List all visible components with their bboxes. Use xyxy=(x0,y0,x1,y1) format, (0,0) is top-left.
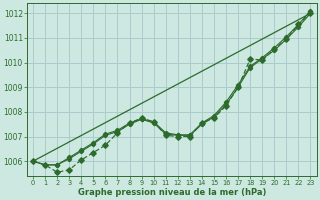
X-axis label: Graphe pression niveau de la mer (hPa): Graphe pression niveau de la mer (hPa) xyxy=(77,188,266,197)
